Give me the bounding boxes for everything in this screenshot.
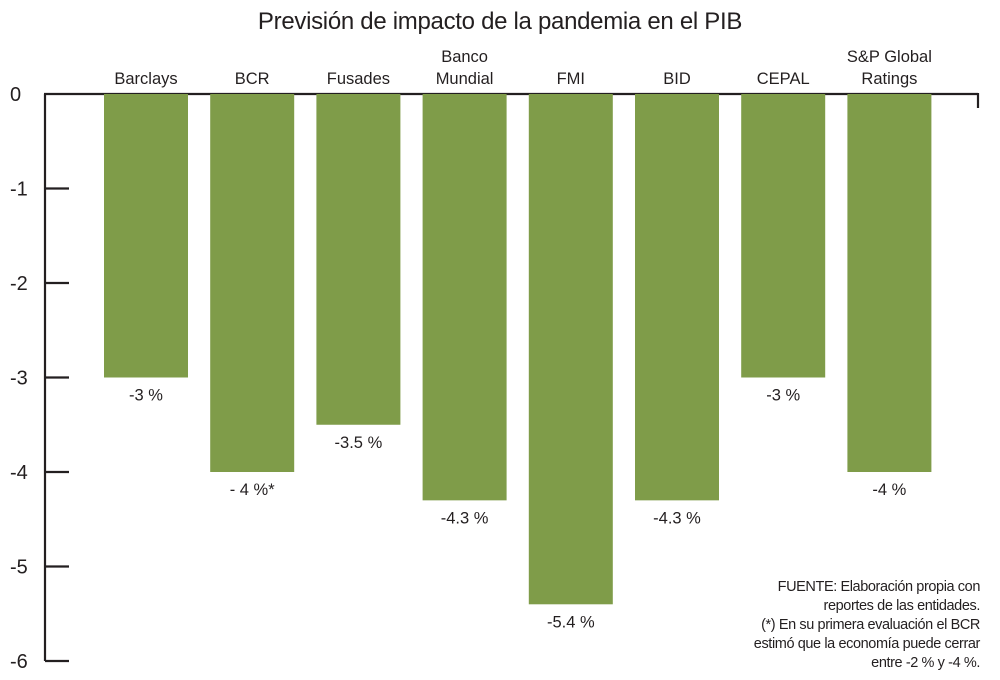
bar (316, 94, 401, 425)
source-note: FUENTE: Elaboración propia con reportes … (680, 578, 981, 673)
category-label: Banco (441, 48, 488, 66)
bar (210, 94, 295, 472)
data-label: -3 % (129, 387, 163, 405)
bar (635, 94, 719, 501)
category-labels: Barclays BCR Fusades Banco Mundial FMI BID CEPA… (114, 48, 932, 88)
category-label: FMI (557, 70, 585, 88)
y-tick-label: -3 (10, 368, 28, 390)
category-label: Barclays (114, 70, 177, 88)
bar (741, 94, 826, 378)
category-label: Fusades (327, 70, 390, 88)
chart-title: Previsión de impacto de la pandemia en e… (257, 8, 743, 35)
note-line: (*) En su primera evaluación el BCR (761, 617, 980, 633)
note-line: reportes de las entidades. (823, 598, 981, 614)
y-tick-label: -5 (10, 557, 28, 579)
bar (422, 94, 507, 501)
value-labels: -3 % - 4 %* -3.5 % -4.3 % -5.4 % -4.3 % -3 % -4… (129, 387, 907, 632)
bar (528, 94, 613, 605)
data-label: -4 % (872, 481, 906, 499)
data-label: -3.5 % (335, 434, 383, 452)
bar (847, 94, 932, 472)
category-label: S&P Global (847, 48, 932, 66)
y-tick-label: -6 (10, 651, 28, 673)
y-axis-ticks: 0 -1 -2 -3 -4 -5 -6 (10, 84, 69, 673)
bar (104, 94, 188, 378)
data-label: -4.3 % (653, 509, 701, 527)
category-label: BCR (235, 70, 270, 88)
y-tick-label: -2 (10, 273, 28, 295)
data-label: -3 % (766, 387, 800, 405)
y-tick-label: -1 (10, 179, 28, 201)
category-label: BID (663, 70, 691, 88)
y-tick-label: 0 (10, 84, 21, 106)
category-label: Ratings (861, 70, 917, 88)
bars (104, 94, 932, 605)
y-tick-label: -4 (10, 462, 28, 484)
note-line: FUENTE: Elaboración propia con (777, 579, 981, 595)
note-line: estimó que la economía puede cerrar (753, 636, 981, 652)
note-line: entre -2 % y -4 %. (871, 655, 980, 671)
data-label: -5.4 % (547, 613, 595, 631)
data-label: - 4 %* (230, 481, 276, 499)
category-label: Mundial (436, 70, 494, 88)
category-label: CEPAL (757, 70, 810, 88)
data-label: -4.3 % (441, 509, 489, 527)
